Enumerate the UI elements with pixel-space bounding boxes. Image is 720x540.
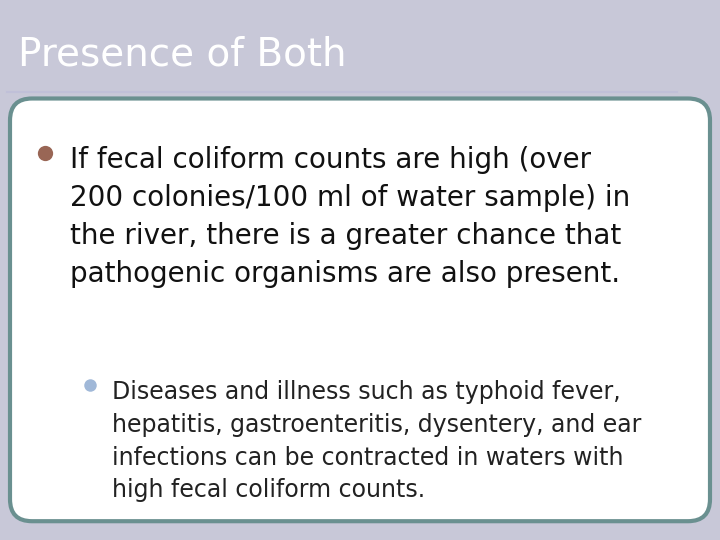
Text: Diseases and illness such as typhoid fever,
hepatitis, gastroenteritis, dysenter: Diseases and illness such as typhoid fev… <box>112 381 642 502</box>
Text: Presence of Both: Presence of Both <box>18 36 346 74</box>
Text: If fecal coliform counts are high (over
200 colonies/100 ml of water sample) in
: If fecal coliform counts are high (over … <box>70 146 630 288</box>
FancyBboxPatch shape <box>10 98 710 521</box>
